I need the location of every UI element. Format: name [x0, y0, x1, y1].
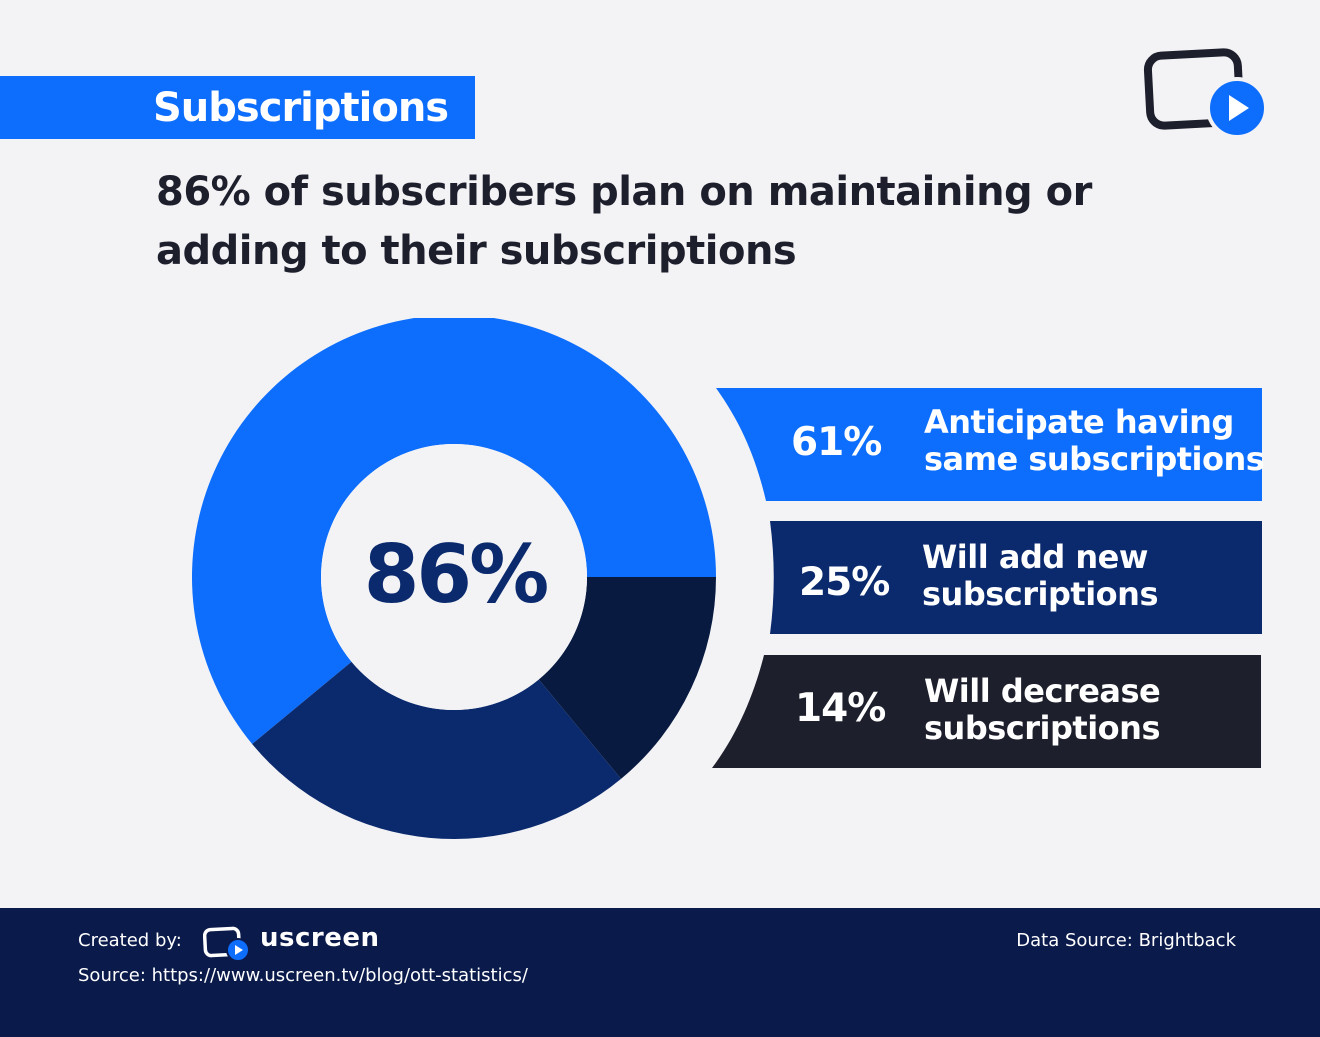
donut-hole [321, 444, 587, 710]
headline: 86% of subscribers plan on maintaining o… [156, 163, 1156, 281]
legend-band-decrease: 14% Will decrease subscriptions [712, 655, 1261, 768]
legend-desc-line-1: Anticipate having [924, 403, 1234, 441]
headline-line-1: 86% of subscribers plan on maintaining o… [156, 169, 1092, 215]
legend-pct: 14% [795, 686, 886, 731]
uscreen-logo-icon [203, 926, 250, 962]
legend-desc-line-2: same subscriptions [924, 440, 1265, 478]
uscreen-brand: uscreen [260, 923, 380, 953]
screen-play-icon [1143, 48, 1268, 138]
legend-pct: 25% [799, 560, 890, 605]
legend-band-shape [712, 655, 1261, 768]
donut-center-label: 86% [363, 528, 549, 621]
legend-band-shape [770, 521, 1262, 634]
legend-band-add: 25% Will add new subscriptions [770, 521, 1262, 634]
legend-desc-line-1: Will add new [922, 538, 1148, 576]
donut-slice-decrease [538, 577, 716, 779]
footer: Created by: uscreen Source: https://www.… [0, 908, 1320, 1037]
section-tag: Subscriptions [0, 76, 475, 139]
donut-chart [192, 318, 716, 839]
legend-desc-line-1: Will decrease [924, 672, 1161, 710]
legend-band-same: 61% Anticipate having same subscriptions [716, 388, 1265, 501]
legend-desc-line-2: subscriptions [922, 575, 1158, 613]
donut-slice-add [252, 661, 622, 839]
created-by-label: Created by: [78, 930, 182, 951]
legend-desc-line-2: subscriptions [924, 709, 1160, 747]
headline-line-2: adding to their subscriptions [156, 228, 797, 274]
data-source-label: Data Source: Brightback [1016, 930, 1236, 951]
donut-slice-same [192, 318, 716, 745]
legend-band-shape [716, 388, 1262, 501]
source-link[interactable]: Source: https://www.uscreen.tv/blog/ott-… [78, 965, 528, 986]
legend-pct: 61% [791, 420, 882, 465]
section-tag-label: Subscriptions [153, 84, 449, 131]
